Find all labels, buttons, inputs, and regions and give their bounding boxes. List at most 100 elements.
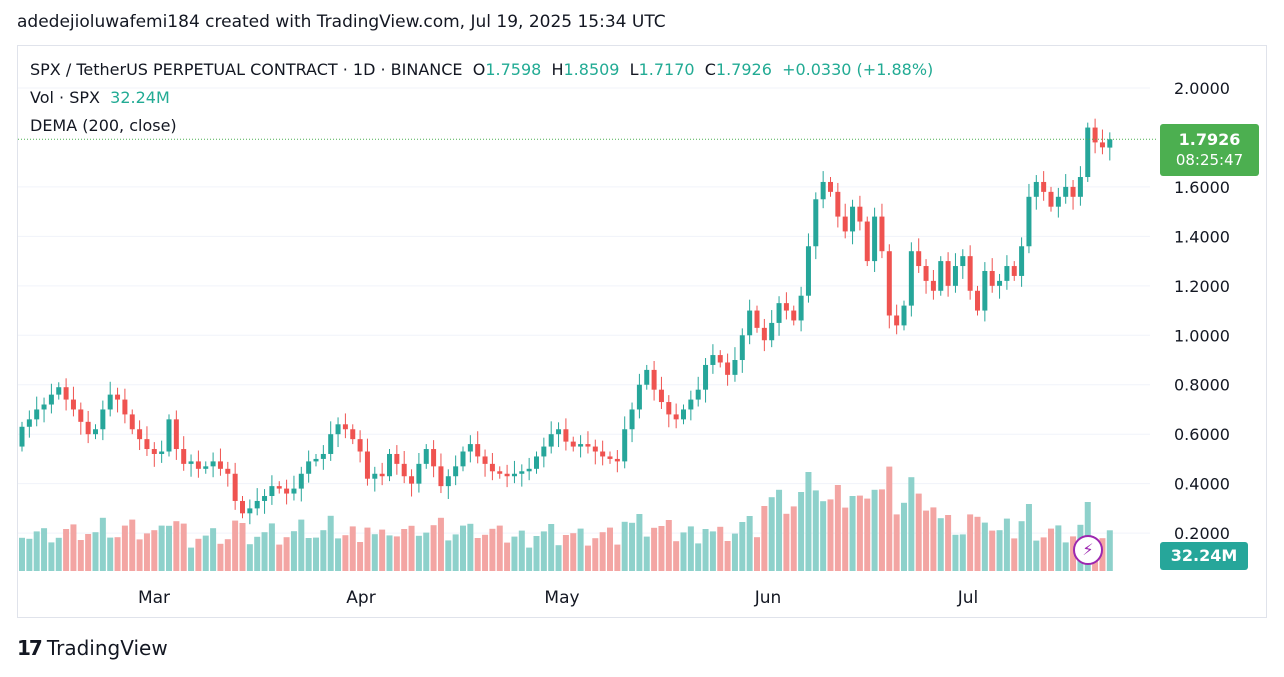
candle-body	[78, 409, 84, 422]
volume-bar	[1048, 528, 1054, 571]
legend-high-label: H	[551, 60, 564, 79]
volume-bar	[739, 522, 746, 571]
candle-body	[886, 251, 892, 316]
y-tick-label: 1.2000	[1174, 277, 1230, 296]
candle-body	[857, 206, 863, 222]
volume-bar	[584, 545, 591, 571]
volume-bar	[393, 536, 400, 571]
candle-body	[217, 461, 223, 469]
volume-bar	[246, 544, 253, 571]
volume-bar	[239, 523, 246, 571]
candle-body	[879, 216, 885, 252]
volume-bar	[974, 516, 981, 571]
candle-body	[203, 466, 209, 469]
candle-body	[850, 206, 856, 232]
candle-body	[489, 463, 495, 472]
candle-body	[409, 476, 415, 484]
volume-bar	[1040, 537, 1047, 571]
candle-body	[688, 399, 694, 410]
candle-body	[629, 409, 635, 430]
volume-bar	[621, 521, 628, 571]
candle-body	[19, 426, 25, 447]
volume-bar	[254, 536, 261, 571]
candle-body	[122, 399, 128, 415]
candle-body	[173, 419, 179, 450]
y-tick-label: 0.2000	[1174, 524, 1230, 543]
candle-body	[1107, 139, 1113, 148]
volume-bar	[1018, 521, 1025, 571]
legend-vol-label: Vol · SPX	[30, 88, 100, 107]
volume-bar	[511, 536, 518, 571]
candle-body	[1004, 266, 1010, 281]
candle-body	[100, 409, 106, 430]
volume-bar	[143, 533, 150, 571]
legend-close-label: C	[704, 60, 716, 79]
volume-bar	[776, 489, 783, 571]
x-tick-label: Apr	[346, 588, 375, 608]
candle-body	[666, 402, 672, 415]
candle-body	[798, 295, 804, 321]
volume-bar	[952, 534, 959, 571]
volume-bar	[790, 506, 797, 571]
legend-low: 1.7170	[638, 60, 695, 79]
volume-bar	[202, 535, 209, 571]
volume-bar	[724, 541, 731, 571]
volume-bar	[555, 545, 562, 571]
volume-bar	[629, 522, 636, 571]
candle-body	[1085, 127, 1091, 178]
candle-body	[1077, 177, 1083, 197]
volume-bar	[371, 534, 378, 571]
candle-body	[952, 266, 958, 286]
candle-body	[592, 446, 598, 452]
lightning-icon[interactable]: ⚡	[1073, 535, 1103, 565]
volume-bar	[188, 547, 195, 571]
candle-body	[658, 389, 664, 403]
candle-body	[269, 486, 275, 497]
volume-bar	[636, 514, 643, 571]
candle-body	[144, 439, 150, 450]
volume-bar	[261, 532, 268, 571]
volume-bar	[709, 531, 716, 571]
legend-open-label: O	[472, 60, 486, 79]
candle-body	[423, 449, 429, 464]
candle-body	[1011, 266, 1017, 276]
volume-bar	[320, 530, 327, 571]
volume-bar	[437, 517, 444, 571]
volume-bar	[526, 547, 533, 571]
candle-body	[791, 310, 797, 321]
volume-bars	[19, 466, 1113, 571]
candle-body	[320, 453, 326, 459]
candle-body	[1070, 186, 1076, 197]
volume-bar	[33, 531, 40, 571]
legend-symbol: SPX / TetherUS PERPETUAL CONTRACT · 1D ·…	[30, 60, 463, 79]
candle-body	[813, 199, 819, 247]
x-axis: Mar Apr May Jun Jul	[138, 588, 978, 608]
y-tick-label: 0.4000	[1174, 475, 1230, 494]
volume-badge: 32.24M	[1160, 542, 1248, 570]
volume-bar	[217, 543, 224, 571]
volume-bar	[651, 527, 658, 571]
candle-body	[526, 468, 532, 472]
candle-body	[1019, 246, 1025, 276]
legend-volume: Vol · SPX 32.24M	[30, 88, 170, 107]
x-tick-label: Mar	[138, 588, 170, 608]
volume-bar	[717, 526, 724, 571]
volume-bar	[19, 537, 25, 571]
candle-body	[151, 449, 157, 454]
y-tick-label: 1.6000	[1174, 178, 1230, 197]
volume-bar	[92, 532, 99, 571]
volume-bar	[643, 536, 650, 571]
volume-bar	[945, 515, 952, 571]
volume-bar	[48, 542, 55, 571]
volume-bar	[408, 525, 415, 571]
candle-body	[504, 473, 510, 477]
volume-bar	[85, 534, 92, 571]
legend-indicator[interactable]: DEMA (200, close)	[30, 116, 177, 135]
candle-body	[63, 387, 69, 400]
volume-bar	[1099, 538, 1106, 571]
candle-body	[519, 471, 525, 474]
candle-body	[820, 181, 826, 200]
volume-bar	[460, 525, 466, 571]
volume-bar	[276, 544, 283, 571]
